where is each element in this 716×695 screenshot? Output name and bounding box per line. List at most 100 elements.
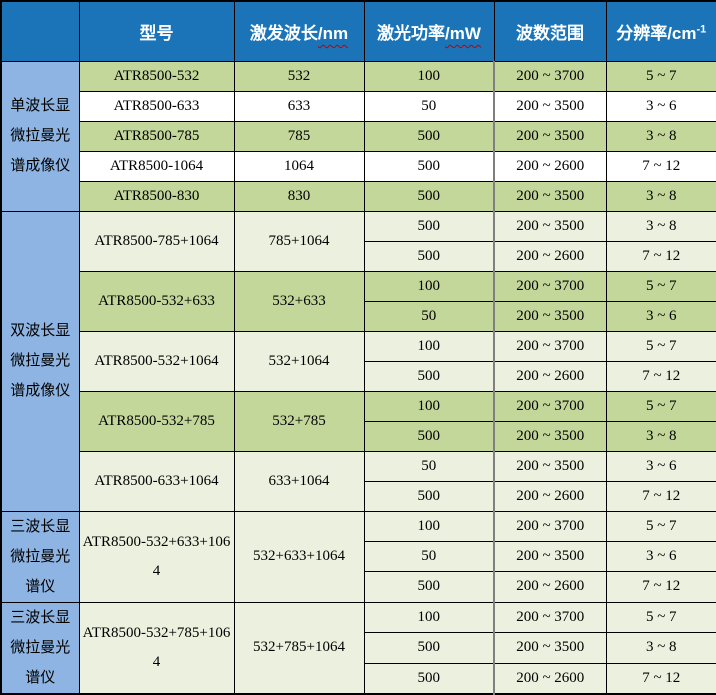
col-header-unit: /nm	[317, 23, 349, 43]
table-header: 型号 激发波长/nm 激光功率/mW 波数范围 分辨率/cm-1	[0, 0, 716, 62]
model-cell: ATR8500-532+785	[78, 390, 235, 452]
power-cell: 100	[363, 270, 495, 302]
table-body: 单波长显微拉曼光谱成像仪 ATR8500-532 532 100 200 ~ 3700 5…	[0, 60, 716, 694]
resolution-cell: 3 ~ 8	[605, 420, 716, 452]
spec-row: 500 200 ~ 2600 7 ~ 12	[1, 240, 716, 272]
col-header-power: 激光功率/mW	[363, 0, 495, 62]
range-cell: 200 ~ 3500	[493, 632, 607, 664]
col-header-range: 波数范围	[493, 0, 607, 62]
spec-row: ATR8500-532+785 532+785 100 200 ~ 3700 5 ~ 7	[1, 390, 716, 452]
spec-row: ATR8500-633 633 50 200 ~ 3500 3 ~ 6	[1, 90, 716, 122]
power-cell: 50	[363, 90, 495, 122]
wavelength-cell: 532+1064	[233, 330, 365, 392]
wavelength-cell: 785+1064	[233, 210, 365, 272]
power-cell: 500	[363, 210, 495, 242]
category-cell: 三波长显微拉曼光谱仪	[0, 510, 80, 603]
range-cell: 200 ~ 3700	[493, 60, 607, 92]
category-cell: 单波长显微拉曼光谱成像仪	[0, 60, 80, 212]
spec-row: 50 200 ~ 3500 3 ~ 6	[1, 540, 716, 573]
spec-row: 500 200 ~ 2600 7 ~ 12	[1, 571, 716, 603]
col-header-superscript: -1	[696, 23, 707, 36]
range-cell: 200 ~ 3500	[493, 180, 607, 212]
range-cell: 200 ~ 2600	[493, 360, 607, 392]
model-cell: ATR8500-532+633	[78, 270, 235, 332]
resolution-cell: 5 ~ 7	[605, 510, 716, 542]
resolution-cell: 3 ~ 6	[605, 90, 716, 122]
model-cell: ATR8500-532+633+1064	[78, 510, 235, 603]
model-cell: ATR8500-785	[78, 120, 235, 152]
spec-row: ATR8500-532+1064 532+1064 100 200 ~ 3700 5 ~…	[1, 330, 716, 392]
range-cell: 200 ~ 3500	[493, 120, 607, 152]
spec-row: 单波长显微拉曼光谱成像仪 ATR8500-532 532 100 200 ~ 3700 5…	[0, 60, 716, 212]
category-cell: 三波长显微拉曼光谱仪	[0, 601, 80, 694]
power-cell: 500	[363, 571, 495, 603]
col-header-label: 分辨率	[616, 23, 668, 43]
resolution-cell: 7 ~ 12	[605, 240, 716, 272]
power-cell: 500	[363, 240, 495, 272]
power-cell: 500	[363, 480, 495, 512]
spec-row: ATR8500-532+633 532+633 100 200 ~ 3700 5 ~ 7	[1, 270, 716, 332]
power-cell: 50	[363, 540, 495, 573]
range-cell: 200 ~ 3700	[493, 330, 607, 362]
wavelength-cell: 532+633	[233, 270, 365, 332]
power-cell: 100	[363, 60, 495, 92]
wavelength-cell: 1064	[233, 150, 365, 182]
corner-cell	[0, 0, 80, 62]
model-cell: ATR8500-532	[78, 60, 235, 92]
spec-row: 500 200 ~ 2600 7 ~ 12	[1, 662, 716, 694]
power-cell: 500	[363, 632, 495, 664]
model-cell: ATR8500-532+785+1064	[78, 601, 235, 694]
power-cell: 500	[363, 150, 495, 182]
col-header-label: 激发波长	[249, 23, 318, 43]
spec-row: ATR8500-785 785 500 200 ~ 3500 3 ~ 8	[1, 120, 716, 152]
range-cell: 200 ~ 3700	[493, 510, 607, 542]
wavelength-cell: 785	[233, 120, 365, 152]
header-row: 型号 激发波长/nm 激光功率/mW 波数范围 分辨率/cm-1	[0, 0, 716, 62]
power-cell: 100	[363, 330, 495, 362]
spec-row: 三波长显微拉曼光谱仪 ATR8500-532+633+1064 532+633+10…	[0, 510, 716, 603]
col-header-wavelength: 激发波长/nm	[233, 0, 365, 62]
wavelength-cell: 532	[233, 60, 365, 92]
spec-row: 500 200 ~ 3500 3 ~ 8	[1, 420, 716, 452]
resolution-cell: 7 ~ 12	[605, 360, 716, 392]
col-header-model: 型号	[78, 0, 235, 62]
range-cell: 200 ~ 3700	[493, 270, 607, 302]
spec-row: 500 200 ~ 2600 7 ~ 12	[1, 360, 716, 392]
range-cell: 200 ~ 2600	[493, 150, 607, 182]
resolution-cell: 3 ~ 8	[605, 180, 716, 212]
range-cell: 200 ~ 3700	[493, 390, 607, 422]
wavelength-cell: 633	[233, 90, 365, 122]
spec-row: ATR8500-1064 1064 500 200 ~ 2600 7 ~ 12	[1, 150, 716, 182]
wavelength-cell: 532+785+1064	[233, 601, 365, 694]
power-cell: 100	[363, 601, 495, 633]
power-cell: 100	[363, 510, 495, 542]
range-cell: 200 ~ 3500	[493, 450, 607, 482]
range-cell: 200 ~ 3500	[493, 300, 607, 332]
spec-row: ATR8500-830 830 500 200 ~ 3500 3 ~ 8	[1, 180, 716, 212]
resolution-cell: 7 ~ 12	[605, 662, 716, 694]
spec-row: 500 200 ~ 3500 3 ~ 8	[1, 632, 716, 664]
col-header-label: 波数范围	[516, 23, 584, 43]
range-cell: 200 ~ 3700	[493, 601, 607, 633]
wavelength-cell: 633+1064	[233, 450, 365, 512]
model-cell: ATR8500-785+1064	[78, 210, 235, 272]
resolution-cell: 5 ~ 7	[605, 390, 716, 422]
spec-row: ATR8500-633+1064 633+1064 50 200 ~ 3500 3 ~ …	[1, 450, 716, 512]
model-cell: ATR8500-633	[78, 90, 235, 122]
model-cell: ATR8500-633+1064	[78, 450, 235, 512]
resolution-cell: 5 ~ 7	[605, 270, 716, 302]
power-cell: 100	[363, 390, 495, 422]
model-cell: ATR8500-532+1064	[78, 330, 235, 392]
range-cell: 200 ~ 3500	[493, 210, 607, 242]
wavelength-cell: 532+785	[233, 390, 365, 452]
range-cell: 200 ~ 3500	[493, 90, 607, 122]
spec-row: 三波长显微拉曼光谱仪 ATR8500-532+785+1064 532+785+10…	[0, 601, 716, 694]
col-header-label: 激光功率	[377, 23, 446, 43]
power-cell: 500	[363, 420, 495, 452]
power-cell: 500	[363, 662, 495, 694]
col-header-unit: /mW	[445, 23, 481, 43]
resolution-cell: 5 ~ 7	[605, 601, 716, 633]
resolution-cell: 3 ~ 6	[605, 450, 716, 482]
resolution-cell: 5 ~ 7	[605, 330, 716, 362]
